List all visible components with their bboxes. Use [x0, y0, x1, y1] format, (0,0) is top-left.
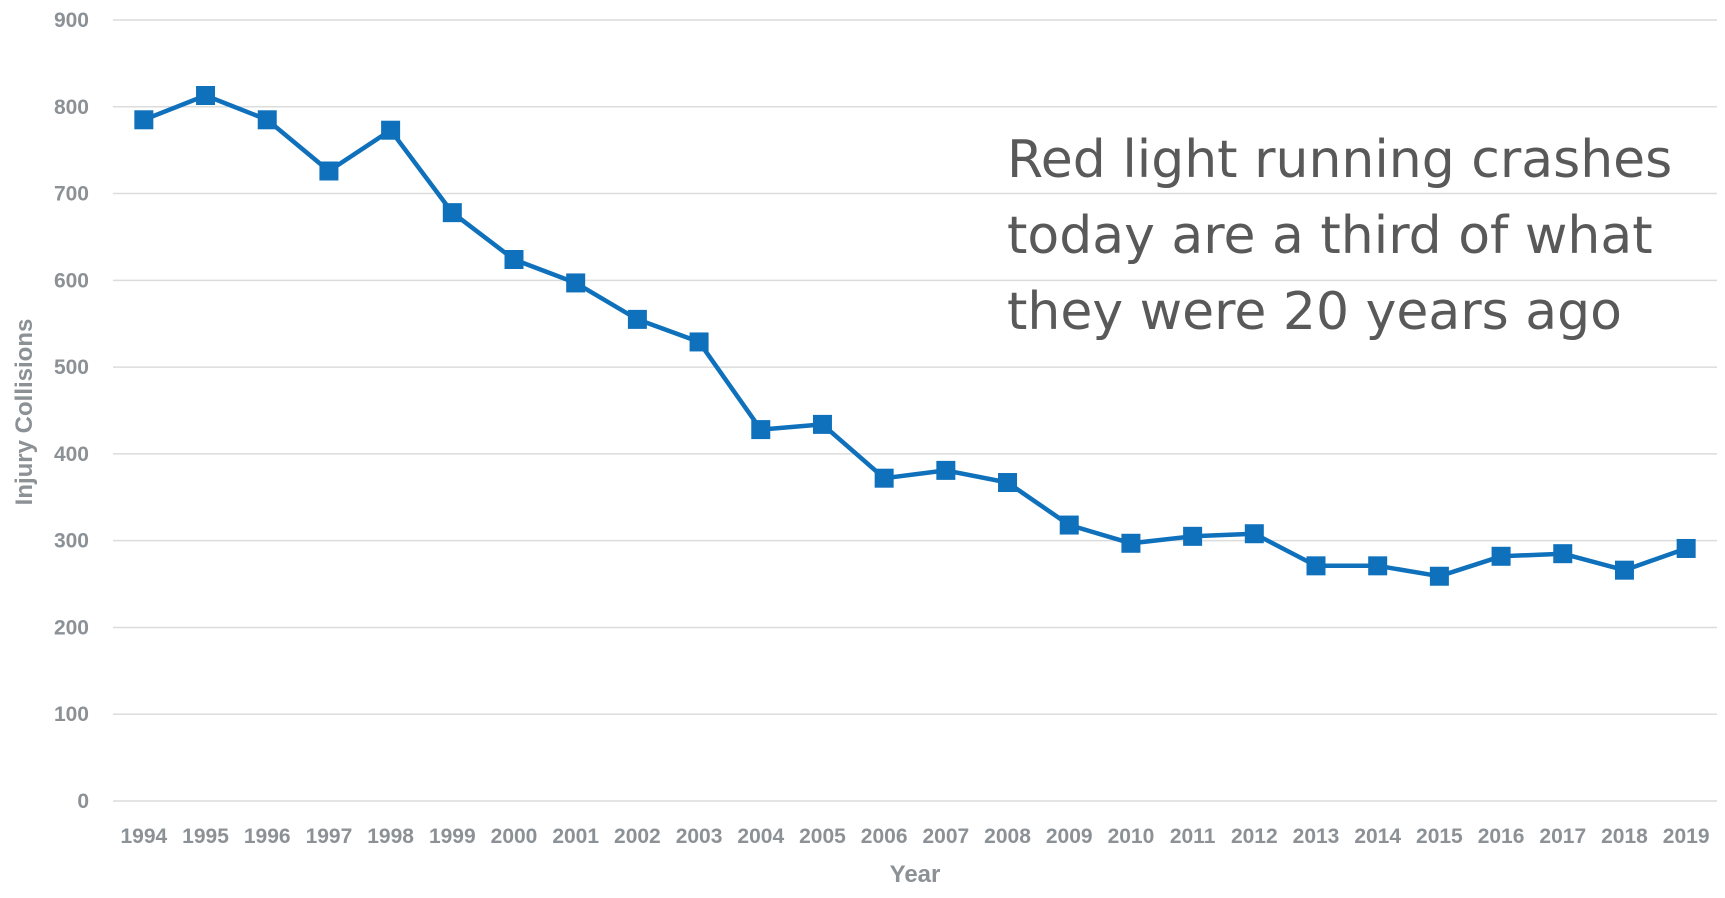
data-point-marker [504, 250, 524, 270]
data-point-marker [319, 161, 339, 181]
x-tick-label: 1996 [244, 825, 291, 848]
data-point-marker [1553, 544, 1573, 564]
x-tick-label: 2005 [799, 825, 846, 848]
y-axis-tick-labels: 0 100 200 300 400 500 600 700 800 900 [54, 9, 89, 813]
x-tick-label: 2011 [1170, 825, 1216, 848]
data-point-marker [134, 110, 154, 130]
x-tick-label: 2016 [1478, 825, 1525, 848]
data-point-marker [1614, 560, 1634, 580]
series-line [142, 93, 1687, 579]
x-tick-label: 2018 [1601, 825, 1648, 848]
y-tick-label: 400 [54, 443, 89, 466]
x-tick-label: 2001 [552, 825, 599, 848]
x-tick-label: 2012 [1231, 825, 1278, 848]
data-point-marker [874, 468, 894, 488]
x-tick-label: 2017 [1539, 825, 1586, 848]
data-point-marker [1676, 538, 1696, 558]
data-point-marker [1121, 533, 1141, 553]
x-tick-label: 2003 [676, 825, 723, 848]
x-tick-label: 1994 [120, 825, 167, 848]
x-tick-label: 2008 [984, 825, 1031, 848]
y-tick-label: 500 [54, 356, 89, 379]
data-point-marker [936, 460, 956, 480]
x-tick-label: 2006 [861, 825, 908, 848]
x-tick-label: 2007 [922, 825, 969, 848]
x-tick-label: 2015 [1416, 825, 1463, 848]
annotation-line-1: Red light running crashes [1007, 130, 1673, 190]
data-point-marker [1183, 526, 1203, 546]
x-tick-label: 2013 [1293, 825, 1340, 848]
y-tick-label: 700 [54, 183, 89, 206]
data-point-marker [1491, 546, 1511, 566]
x-tick-label: 2009 [1046, 825, 1093, 848]
data-point-marker [751, 420, 771, 440]
x-tick-label: 2004 [737, 825, 784, 848]
x-tick-label: 2019 [1663, 825, 1710, 848]
annotation-line-3: they were 20 years ago [1007, 282, 1622, 342]
y-axis-title: Injury Collisions [11, 319, 38, 506]
x-tick-label: 2002 [614, 825, 661, 848]
x-axis-tick-labels: 1994 1995 1996 1997 1998 1999 2000 2001 2002 2003… [120, 825, 1709, 848]
y-tick-label: 300 [54, 530, 89, 553]
x-tick-label: 1999 [429, 825, 476, 848]
chart-annotation: Red light running crashes today are a th… [1007, 122, 1707, 350]
series-markers [134, 85, 1696, 586]
data-point-marker [998, 473, 1018, 493]
x-tick-label: 1997 [306, 825, 353, 848]
data-point-marker [1306, 556, 1326, 576]
data-point-marker [381, 120, 401, 140]
y-tick-label: 900 [54, 9, 89, 32]
x-tick-label: 1998 [367, 825, 414, 848]
data-point-marker [689, 332, 709, 352]
y-tick-label: 0 [77, 790, 89, 813]
data-point-marker [442, 203, 462, 223]
data-point-marker [1244, 524, 1264, 544]
y-tick-label: 800 [54, 96, 89, 119]
y-tick-label: 200 [54, 616, 89, 639]
y-tick-label: 600 [54, 269, 89, 292]
data-point-marker [812, 414, 832, 434]
y-tick-label: 100 [54, 703, 89, 726]
data-point-marker [1368, 556, 1388, 576]
data-point-marker [257, 110, 277, 130]
x-tick-label: 2010 [1108, 825, 1155, 848]
data-point-marker [627, 309, 647, 329]
x-axis-title: Year [890, 861, 941, 888]
data-point-marker [1059, 515, 1079, 535]
series-line-layer [142, 93, 1687, 579]
data-point-marker [1429, 566, 1449, 586]
x-tick-label: 2014 [1354, 825, 1401, 848]
annotation-line-2: today are a third of what [1007, 206, 1653, 266]
data-point-marker [196, 85, 216, 105]
gridlines [113, 19, 1717, 802]
x-tick-label: 2000 [491, 825, 538, 848]
x-tick-label: 1995 [182, 825, 229, 848]
data-point-marker [566, 273, 586, 293]
